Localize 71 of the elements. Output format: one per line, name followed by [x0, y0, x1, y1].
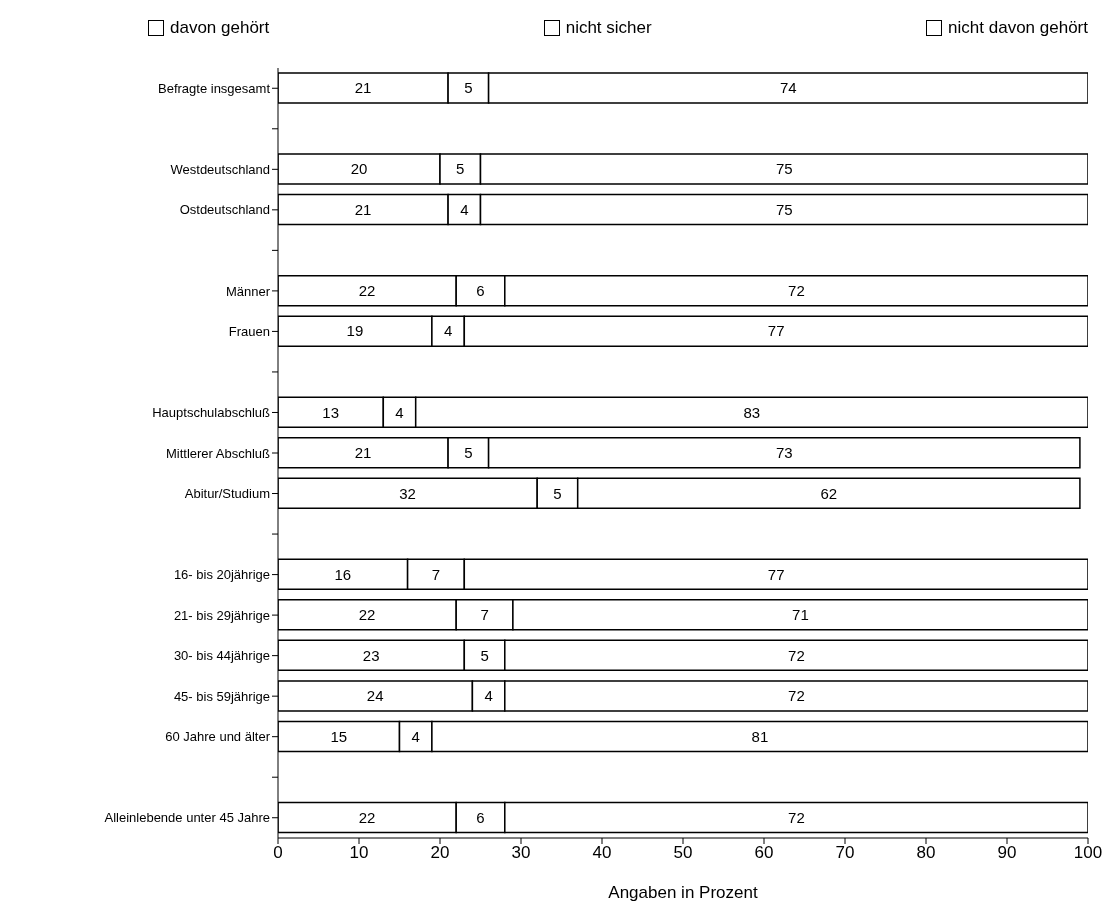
x-tick-label: 20 [430, 843, 450, 863]
data-label: 19 [346, 322, 364, 340]
x-tick-label: 60 [754, 843, 774, 863]
x-tick-label: 40 [592, 843, 612, 863]
legend-label: nicht sicher [565, 18, 652, 38]
data-label: 5 [464, 79, 473, 97]
x-tick-label: 100 [1073, 843, 1103, 863]
data-label: 5 [553, 484, 562, 502]
y-tick-label: 60 Jahre und älter [165, 729, 271, 745]
data-label: 83 [743, 403, 761, 421]
data-label: 77 [767, 322, 785, 340]
data-label: 6 [476, 281, 485, 299]
y-tick-label: Hauptschulabschluß [152, 405, 271, 421]
data-label: 4 [411, 727, 420, 745]
data-label: 22 [358, 281, 376, 299]
y-tick-label: Alleinlebende unter 45 Jahre [104, 810, 270, 826]
data-label: 71 [792, 606, 809, 624]
legend-label: nicht davon gehört [948, 18, 1088, 38]
data-label: 20 [350, 160, 368, 178]
y-tick-label: Mittlerer Abschluß [165, 445, 271, 461]
data-label: 15 [330, 727, 348, 745]
data-label: 32 [399, 484, 416, 502]
data-label: 7 [431, 565, 441, 583]
y-tick-label: Befragte insgesamt [157, 80, 271, 96]
data-label: 16 [334, 565, 352, 583]
data-label: 62 [820, 484, 838, 502]
y-tick-label: Westdeutschland [170, 161, 270, 177]
data-label: 72 [788, 646, 805, 664]
data-label: 75 [775, 200, 793, 218]
y-tick-label: Frauen [228, 324, 270, 340]
x-tick-label: 70 [835, 843, 855, 863]
data-label: 77 [767, 565, 785, 583]
data-label: 5 [456, 160, 465, 178]
data-label: 5 [464, 444, 473, 462]
y-tick-label: 21- bis 29jährige [173, 607, 270, 623]
data-label: 21 [354, 444, 372, 462]
y-tick-label: Ostdeutschland [179, 202, 270, 218]
data-label: 22 [358, 808, 376, 826]
data-label: 22 [358, 606, 376, 624]
data-label: 4 [443, 322, 453, 340]
data-label: 81 [751, 727, 769, 745]
x-tick-label: 0 [273, 843, 283, 863]
data-label: 72 [788, 281, 805, 299]
data-label: 72 [788, 808, 805, 826]
x-tick-label: 30 [511, 843, 531, 863]
y-tick-label: 45- bis 59jährige [173, 688, 270, 704]
data-label: 74 [779, 79, 797, 97]
x-tick-label: 80 [916, 843, 936, 863]
y-tick-label: 30- bis 44jährige [173, 648, 270, 664]
data-label: 5 [480, 646, 489, 664]
x-tick-label: 50 [673, 843, 693, 863]
data-label: 13 [322, 403, 339, 421]
data-label: 73 [775, 444, 793, 462]
y-tick-label: Männer [225, 283, 271, 299]
y-tick-label: Abitur/Studium [184, 486, 270, 502]
data-label: 24 [366, 687, 384, 705]
data-label: 72 [788, 687, 805, 705]
x-axis-title: Angaben in Prozent [608, 883, 758, 902]
data-label: 21 [354, 79, 372, 97]
data-label: 4 [484, 687, 493, 705]
x-tick-label: 10 [349, 843, 369, 863]
data-label: 23 [362, 646, 380, 664]
data-label: 6 [476, 808, 485, 826]
data-label: 4 [395, 403, 404, 421]
x-tick-label: 90 [997, 843, 1017, 863]
data-label: 75 [775, 160, 793, 178]
data-label: 4 [460, 200, 469, 218]
data-label: 21 [354, 200, 372, 218]
data-label: 7 [480, 606, 489, 624]
legend-label: davon gehört [170, 18, 270, 38]
y-tick-label: 16- bis 20jährige [173, 567, 270, 583]
